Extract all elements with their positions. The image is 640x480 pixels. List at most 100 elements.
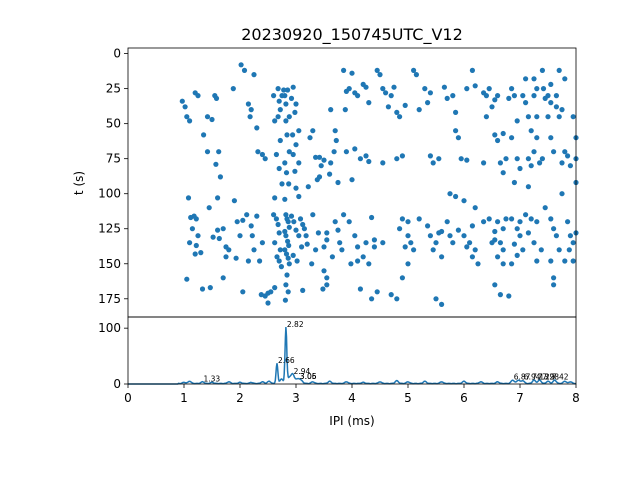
raster-point (355, 258, 361, 264)
raster-point (274, 254, 280, 260)
raster-point (453, 109, 459, 115)
raster-y-ticks: 0 25 50 75 100 125 150 175 (98, 47, 128, 306)
raster-point (293, 185, 299, 191)
raster-point (254, 125, 260, 131)
raster-point (357, 286, 363, 292)
raster-point (187, 240, 193, 246)
raster-point (556, 247, 562, 253)
raster-point (570, 114, 576, 120)
raster-point (182, 104, 188, 110)
raster-point (472, 247, 478, 253)
raster-point (399, 216, 405, 222)
raster-point (240, 289, 246, 295)
raster-point (296, 233, 302, 239)
raster-point (285, 238, 291, 244)
raster-point (567, 233, 574, 239)
raster-point (273, 216, 279, 222)
raster-point (349, 177, 355, 183)
raster-point (304, 241, 310, 247)
raster-point (497, 160, 503, 166)
raster-point (453, 128, 459, 134)
raster-point (553, 233, 560, 239)
raster-point (380, 160, 386, 166)
raster-point (469, 67, 475, 73)
raster-point (497, 240, 503, 246)
raster-point (444, 95, 450, 101)
raster-point (297, 216, 304, 222)
raster-point (489, 104, 495, 110)
raster-point (271, 93, 277, 99)
raster-point (447, 191, 453, 197)
raster-point (492, 282, 498, 288)
raster-point (481, 160, 487, 166)
raster-point (262, 156, 268, 162)
raster-point (193, 216, 199, 222)
raster-point (337, 240, 343, 246)
raster-point (500, 247, 506, 253)
raster-point (283, 251, 290, 257)
raster-point (355, 93, 361, 99)
raster-point (511, 179, 517, 186)
raster-point (301, 226, 307, 232)
raster-y-tick-label: 100 (98, 187, 121, 201)
raster-point (371, 244, 377, 250)
raster-point (238, 62, 244, 68)
raster-point (216, 235, 222, 242)
raster-point (405, 233, 411, 239)
raster-point (450, 93, 456, 99)
raster-point (472, 205, 478, 211)
raster-point (285, 255, 291, 261)
raster-point (286, 114, 292, 120)
raster-point (427, 153, 433, 159)
raster-point (332, 128, 338, 134)
raster-point (472, 83, 478, 89)
raster-point (210, 234, 216, 240)
raster-point (439, 301, 445, 307)
raster-point (278, 264, 284, 270)
raster-point (286, 149, 292, 155)
raster-point (247, 114, 253, 120)
peak-annotations: 1.33 2.66 2.82 2.943.053.06 6.876.947.137.29… (203, 320, 568, 383)
raster-y-tick-label: 75 (106, 152, 121, 166)
raster-point (483, 114, 489, 120)
raster-point (481, 219, 487, 225)
raster-point (275, 221, 281, 228)
raster-point (469, 223, 475, 229)
raster-point (282, 297, 288, 303)
raster-point (282, 228, 288, 235)
raster-point (296, 160, 302, 166)
raster-point (272, 118, 278, 124)
raster-point (220, 226, 226, 232)
raster-point (245, 101, 251, 107)
raster-point (248, 223, 254, 229)
raster-point (531, 240, 537, 246)
raster-point (497, 292, 503, 298)
raster-point (201, 132, 207, 138)
raster-point (198, 250, 204, 256)
raster-point (215, 195, 221, 201)
raster-point (469, 254, 475, 260)
raster-point (528, 128, 534, 134)
raster-point (341, 212, 347, 218)
raster-point (517, 219, 523, 225)
raster-point (441, 84, 447, 90)
raster-point (283, 233, 289, 239)
raster-point (309, 261, 315, 267)
raster-point (279, 181, 285, 187)
chart-title: 20230920_150745UTC_V12 (241, 25, 463, 45)
raster-point (538, 247, 544, 253)
raster-point (394, 109, 400, 115)
raster-point (453, 193, 459, 200)
raster-point (411, 67, 417, 73)
raster-y-tick-label: 125 (98, 222, 121, 236)
raster-point (567, 163, 574, 169)
raster-point (433, 296, 439, 302)
raster-point (346, 219, 352, 225)
histogram-x-ticks: 0 1 2 3 4 5 6 7 8 (124, 384, 580, 405)
raster-point (283, 170, 290, 176)
raster-point (475, 261, 481, 267)
raster-point (545, 114, 551, 120)
raster-point (492, 97, 498, 103)
raster-point (291, 219, 297, 225)
raster-point (204, 149, 211, 155)
